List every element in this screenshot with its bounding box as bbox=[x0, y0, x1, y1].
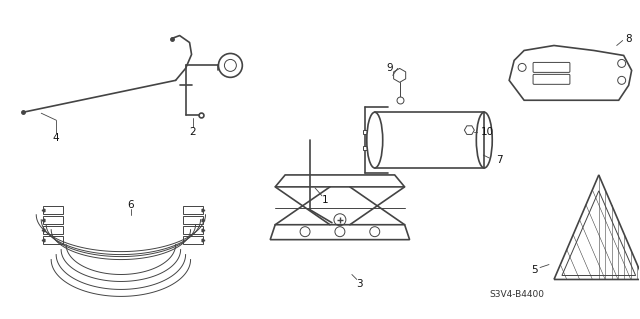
Bar bbox=[44, 236, 63, 244]
Bar bbox=[182, 216, 202, 224]
Text: 5: 5 bbox=[531, 264, 538, 275]
Text: 2: 2 bbox=[189, 127, 196, 137]
Bar bbox=[44, 226, 63, 234]
Bar bbox=[182, 236, 202, 244]
Text: 9: 9 bbox=[387, 63, 393, 73]
Text: 6: 6 bbox=[127, 200, 134, 210]
Ellipse shape bbox=[367, 112, 383, 168]
Text: 7: 7 bbox=[496, 155, 502, 165]
Text: 1: 1 bbox=[322, 195, 328, 205]
Text: 8: 8 bbox=[625, 33, 632, 43]
Text: 10: 10 bbox=[481, 127, 494, 137]
Bar bbox=[182, 226, 202, 234]
Text: 3: 3 bbox=[356, 279, 363, 289]
Bar bbox=[182, 206, 202, 214]
Bar bbox=[44, 206, 63, 214]
Bar bbox=[44, 216, 63, 224]
Text: 4: 4 bbox=[53, 133, 60, 143]
Text: S3V4-B4400: S3V4-B4400 bbox=[489, 290, 544, 299]
